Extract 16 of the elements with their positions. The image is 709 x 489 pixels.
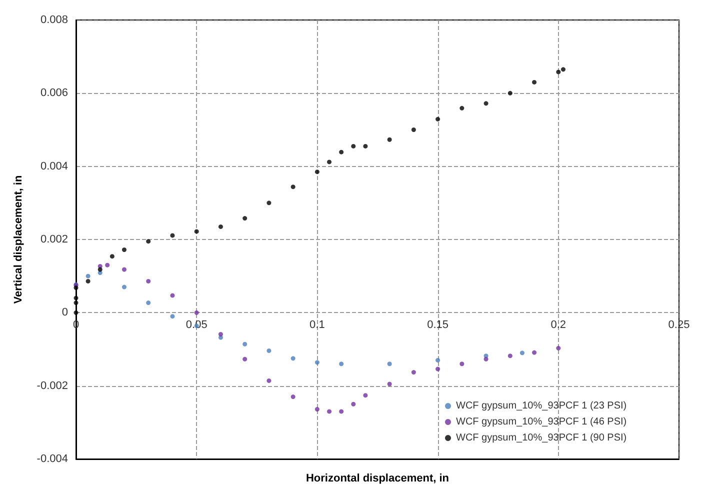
y-axis-title: Vertical displacement, in	[12, 175, 24, 304]
x-tick-label: 0.05	[186, 319, 208, 332]
y-tick-label: 0	[62, 306, 68, 319]
x-tick-label: 0.15	[427, 319, 449, 332]
y-tick-label: 0.002	[40, 234, 68, 246]
y-tick-label: 0.008	[40, 14, 68, 26]
x-tick-label: 0.1	[310, 319, 325, 332]
y-tick-label: -0.002	[36, 380, 68, 392]
legend-label: WCF gypsum_10%_93PCF 1 (23 PSI)	[456, 400, 627, 412]
legend-label: WCF gypsum_10%_93PCF 1 (46 PSI)	[456, 416, 627, 428]
x-axis-title: Horizontal displacement, in	[306, 472, 450, 484]
legend-label: WCF gypsum_10%_93PCF 1 (90 PSI)	[456, 432, 627, 444]
x-tick-label: 0.2	[550, 319, 566, 332]
y-tick-label: 0.004	[40, 160, 68, 172]
y-tick-label: -0.004	[36, 453, 68, 465]
y-tick-label: 0.006	[40, 87, 68, 100]
